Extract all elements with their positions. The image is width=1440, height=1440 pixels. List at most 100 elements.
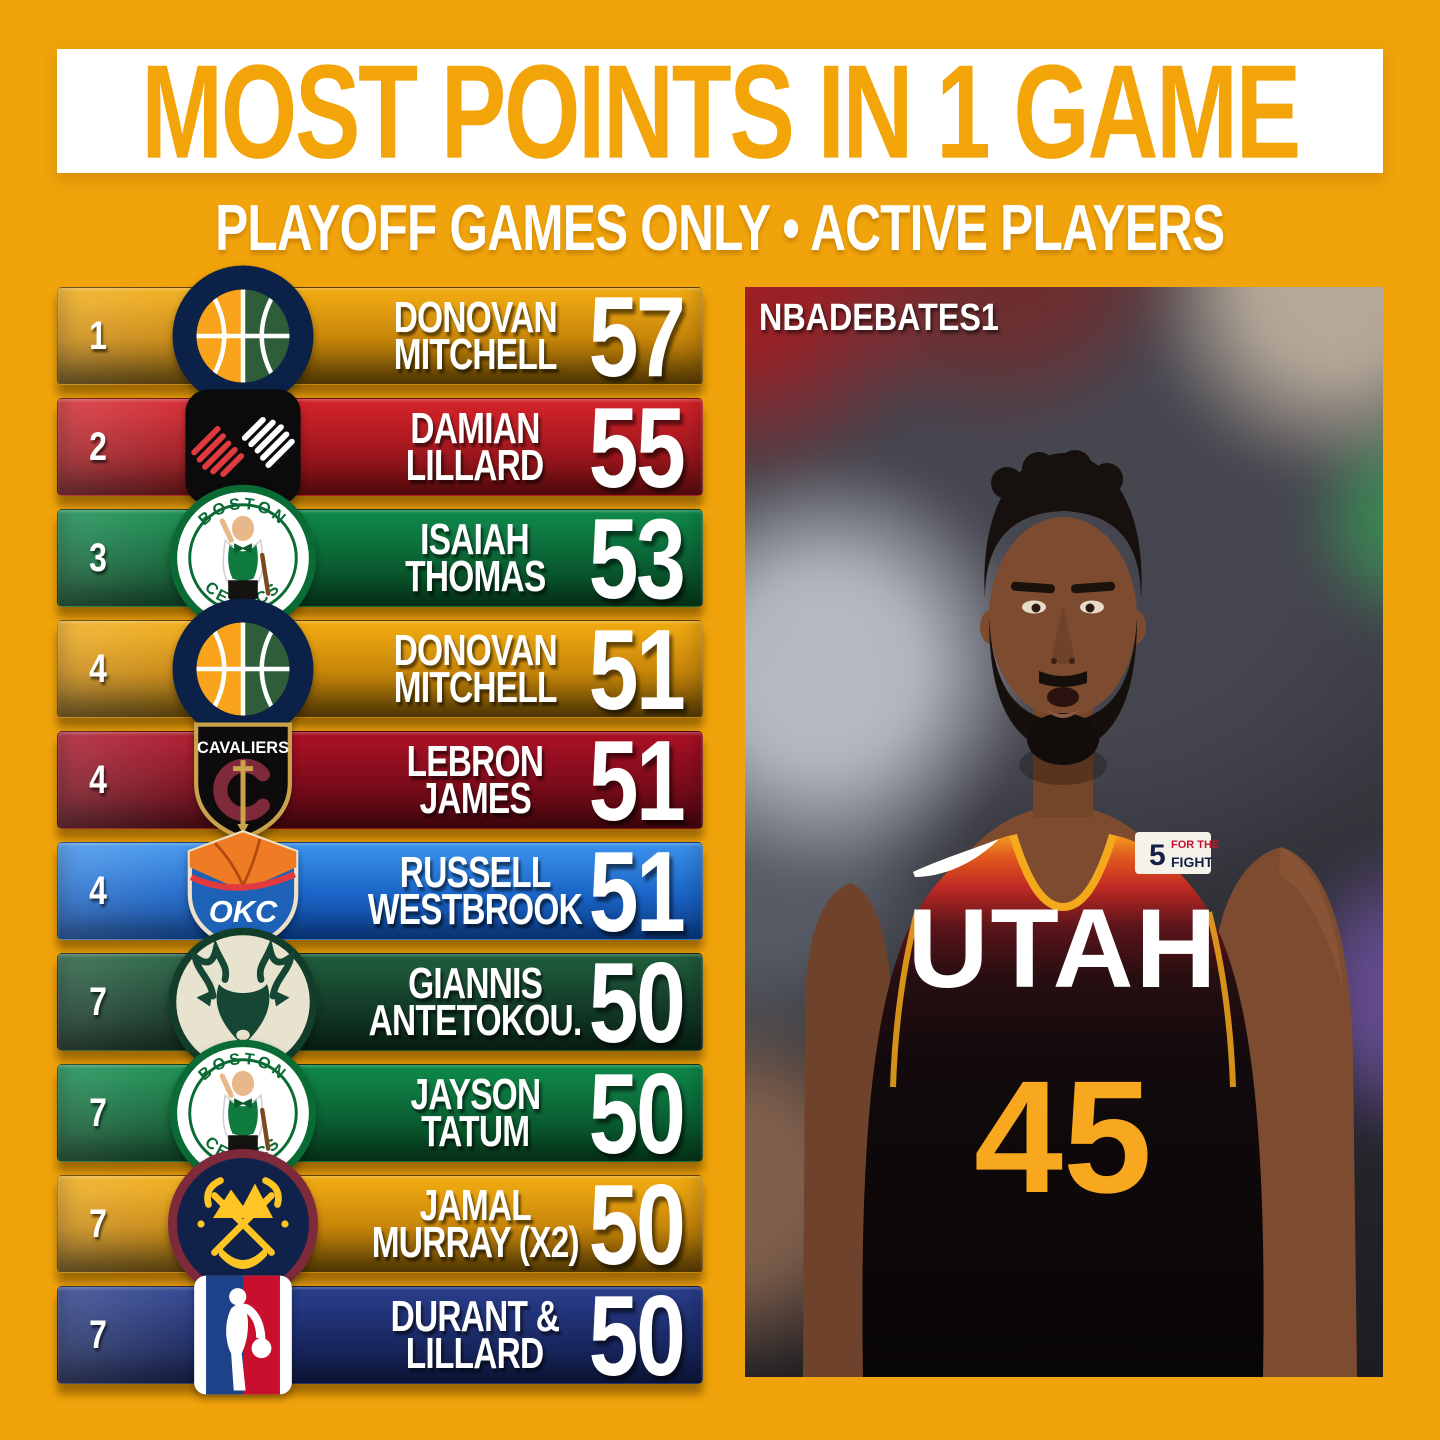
- jersey-patch: 5 FOR THE FIGHT: [1135, 832, 1219, 874]
- player-name-line2: THOMAS: [404, 552, 546, 601]
- points-value: 51: [588, 605, 686, 733]
- player-name-line1: ISAIAH: [420, 515, 531, 564]
- player-name-line1: GIANNIS: [407, 959, 543, 1008]
- team-logo: CAVALIERS: [158, 722, 328, 841]
- player-name: DAMIAN LILLARD: [358, 399, 592, 495]
- player-name: DONOVAN MITCHELL: [358, 621, 592, 717]
- player-name-line1: RUSSELL: [399, 848, 552, 897]
- watermark-text: NBADEBATES1: [759, 297, 999, 339]
- player-name: RUSSELL WESTBROOK: [358, 843, 592, 939]
- player-name-line2: WESTBROOK: [367, 885, 583, 934]
- player-name-line2: LILLARD: [406, 1329, 544, 1378]
- team-logo: BOSTON CELTICS: [158, 1039, 328, 1187]
- player-name-line2: ANTETOKOU.: [368, 996, 583, 1045]
- jazz-logo-icon: [172, 598, 314, 740]
- leaderboard-row: 4 OKC RUSSELL WESTBROOK 51: [57, 827, 703, 955]
- player-name-line1: JAYSON: [410, 1070, 541, 1119]
- player-name-line1: DONOVAN: [393, 293, 557, 342]
- subtitle-text: PLAYOFF GAMES ONLY • ACTIVE PLAYERS: [215, 192, 1225, 265]
- team-logo: [158, 1275, 328, 1395]
- jersey: [862, 835, 1264, 1377]
- player-illustration: 5 FOR THE FIGHT UTAH 45: [803, 450, 1357, 1377]
- player-name-line1: LEBRON: [406, 737, 544, 786]
- player-name: DURANT & LILLARD: [358, 1287, 592, 1383]
- points-value: 50: [588, 1160, 686, 1288]
- player-name-line2: TATUM: [420, 1107, 530, 1156]
- jersey-team-text: UTAH: [908, 886, 1219, 1011]
- team-logo: [158, 1149, 328, 1299]
- subtitle: PLAYOFF GAMES ONLY • ACTIVE PLAYERS: [0, 192, 1440, 265]
- player-name-line1: DURANT &: [390, 1292, 560, 1341]
- player-name: GIANNIS ANTETOKOU.: [358, 954, 592, 1050]
- team-logo: [158, 598, 328, 740]
- jersey-armhole-trim-right: [1206, 911, 1236, 1088]
- jazz-logo-icon: [172, 265, 314, 407]
- player-name-line1: JAMAL: [419, 1181, 531, 1230]
- points-value: 50: [588, 1271, 686, 1399]
- points-value: 53: [588, 494, 686, 622]
- jersey-neck-trim: [1009, 833, 1117, 912]
- rank-number: 4: [89, 646, 107, 691]
- points-value: 51: [588, 827, 686, 955]
- watermark: NBADEBATES1: [759, 297, 1041, 340]
- blazers-logo-icon: [185, 389, 301, 505]
- team-logo: [158, 265, 328, 407]
- team-logo: [158, 927, 328, 1077]
- player-name-line2: LILLARD: [406, 441, 544, 490]
- rank-number: 7: [89, 1201, 107, 1246]
- thunder-wordmark: OKC: [209, 894, 278, 929]
- leaderboard-row: 7 JAMAL MURRAY (X2) 50: [57, 1149, 703, 1299]
- leaderboard-row: 1 DONOVAN MITCHELL 57: [57, 265, 703, 407]
- cavaliers-wordmark: CAVALIERS: [197, 739, 289, 757]
- rank-number: 4: [89, 868, 107, 913]
- player-photo: NBADEBATES1: [745, 287, 1383, 1377]
- patch-line2: FIGHT: [1171, 854, 1213, 870]
- team-logo: BOSTON CELTICS: [158, 484, 328, 632]
- player-name-line1: DAMIAN: [410, 404, 540, 453]
- rank-number: 2: [89, 424, 107, 469]
- player-name-line2: JAMES: [419, 774, 531, 823]
- rank-number: 4: [89, 757, 107, 802]
- points-value: 50: [588, 938, 686, 1066]
- patch-line1: FOR THE: [1171, 839, 1219, 851]
- head: [980, 450, 1146, 765]
- player-name: JAMAL MURRAY (X2): [358, 1176, 592, 1272]
- leaderboard-row: 2 DAMIAN LILLARD 55: [57, 383, 703, 511]
- leaderboard-row: 4 DONOVAN MITCHELL 51: [57, 598, 703, 740]
- player-name: LEBRON JAMES: [358, 732, 592, 828]
- leaderboard-row: 7 GIANNIS ANTETOKOU. 50: [57, 927, 703, 1077]
- patch-number: 5: [1149, 839, 1166, 872]
- team-logo: OKC: [158, 829, 328, 953]
- cavaliers-logo-icon: CAVALIERS: [194, 722, 292, 841]
- thunder-logo-icon: OKC: [187, 829, 299, 953]
- rank-number: 7: [89, 1090, 107, 1135]
- player-name-line2: MITCHELL: [393, 330, 558, 379]
- title-banner: MOST POINTS IN 1 GAME: [57, 36, 1383, 186]
- player-name-line2: MURRAY (X2): [371, 1218, 579, 1267]
- leaderboard-row: 4 CAVALIERS LEBRON JAMES 51: [57, 716, 703, 844]
- player-name: JAYSON TATUM: [358, 1065, 592, 1161]
- points-value: 57: [588, 272, 686, 400]
- team-logo: [158, 389, 328, 505]
- rank-number: 3: [89, 535, 107, 580]
- bucks-logo-icon: [168, 927, 318, 1077]
- leaderboard-row: 7 DURANT & LILLARD 50: [57, 1271, 703, 1399]
- player-name: DONOVAN MITCHELL: [358, 288, 592, 384]
- rank-number: 7: [89, 979, 107, 1024]
- celtics-logo-icon: BOSTON CELTICS: [169, 1039, 317, 1187]
- rank-number: 7: [89, 1312, 107, 1357]
- points-value: 51: [588, 716, 686, 844]
- nike-swoosh-icon: [913, 839, 999, 877]
- leaderboard: 1 DONOVAN MITCHELL 57 2 DAMIAN LILLARD 55 3 BO…: [57, 265, 703, 1399]
- page-title: MOST POINTS IN 1 GAME: [141, 36, 1301, 186]
- player-name-line1: DONOVAN: [393, 626, 557, 675]
- player-name-line2: MITCHELL: [393, 663, 558, 712]
- points-value: 55: [588, 383, 686, 511]
- player-name: ISAIAH THOMAS: [358, 510, 592, 606]
- jersey-number: 45: [974, 1047, 1152, 1226]
- jersey-armhole-trim-left: [890, 911, 920, 1088]
- points-value: 50: [588, 1049, 686, 1177]
